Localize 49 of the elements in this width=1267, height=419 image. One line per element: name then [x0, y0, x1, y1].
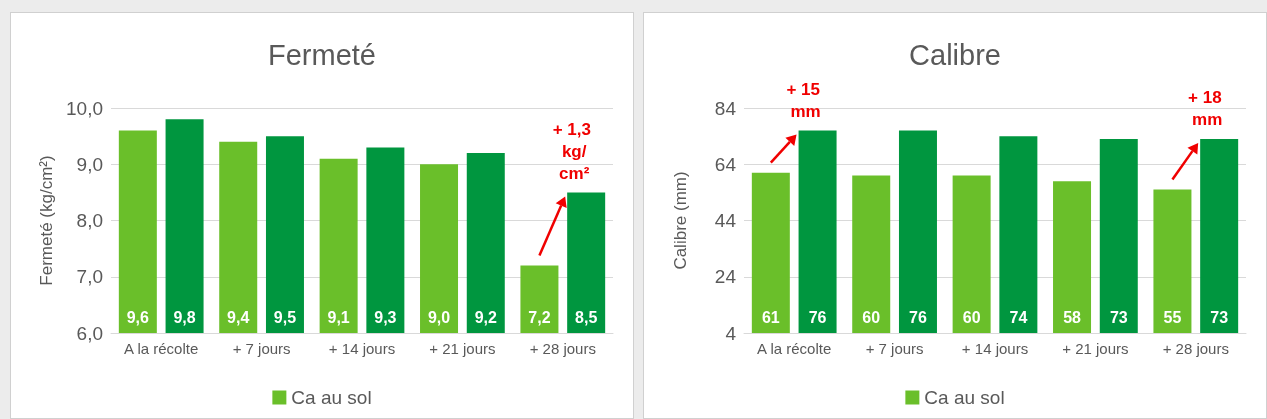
- data-label: 73: [1210, 308, 1229, 326]
- data-label: 74: [1009, 308, 1028, 326]
- data-label: 9,1: [327, 308, 350, 326]
- data-label: 9,4: [227, 308, 250, 326]
- legend-label: Ca au sol: [291, 387, 372, 408]
- y-tick-label: 64: [714, 153, 737, 175]
- annotation: + 1,3 kg/cm²: [552, 119, 596, 183]
- data-label: 9,6: [126, 308, 150, 326]
- y-tick-label: 84: [714, 97, 737, 119]
- y-tick-label: 6,0: [76, 322, 103, 344]
- x-tick-label: + 28 jours: [1162, 340, 1229, 357]
- data-label: 8,5: [575, 308, 598, 326]
- x-tick-label: A la récolte: [124, 340, 199, 357]
- data-label: 60: [962, 308, 981, 326]
- x-tick-label: + 7 jours: [232, 340, 291, 357]
- annotation: + 15 mm: [786, 80, 825, 121]
- x-tick-label: + 14 jours: [328, 340, 396, 357]
- y-tick-label: 9,0: [76, 153, 103, 175]
- x-tick-label: + 28 jours: [529, 340, 596, 357]
- y-axis-title: Fermeté (kg/cm²): [37, 155, 57, 286]
- y-tick-label: 7,0: [76, 266, 103, 288]
- data-label: 9,3: [374, 308, 397, 326]
- data-label: 7,2: [528, 308, 551, 326]
- x-tick-label: + 21 jours: [429, 340, 496, 357]
- data-label: 55: [1163, 308, 1182, 326]
- y-tick-label: 4: [725, 322, 737, 344]
- data-label: 9,5: [273, 308, 297, 326]
- y-tick-label: 10,0: [66, 97, 103, 119]
- data-label: 9,2: [474, 308, 497, 326]
- data-label: 73: [1109, 308, 1128, 326]
- y-tick-label: 44: [714, 210, 737, 231]
- x-tick-label: + 14 jours: [961, 340, 1029, 357]
- data-label: 76: [808, 308, 827, 326]
- annotation: + 18 mm: [1188, 88, 1227, 130]
- y-tick-label: 24: [714, 266, 737, 288]
- y-tick-label: 8,0: [76, 210, 103, 231]
- data-label: 58: [1063, 308, 1082, 326]
- data-label: 9,8: [173, 308, 196, 326]
- chart-title: Calibre: [909, 38, 1001, 71]
- data-label: 61: [761, 308, 780, 326]
- legend-label: Ca au sol: [924, 387, 1005, 408]
- x-tick-label: + 7 jours: [865, 340, 924, 357]
- data-label: 60: [862, 308, 881, 326]
- chart-title: Fermeté: [268, 38, 376, 71]
- data-label: 76: [909, 308, 927, 326]
- data-label: 9,0: [427, 308, 451, 326]
- x-tick-label: + 21 jours: [1062, 340, 1129, 357]
- x-tick-label: A la récolte: [757, 340, 832, 357]
- y-axis-title: Calibre (mm): [671, 171, 690, 270]
